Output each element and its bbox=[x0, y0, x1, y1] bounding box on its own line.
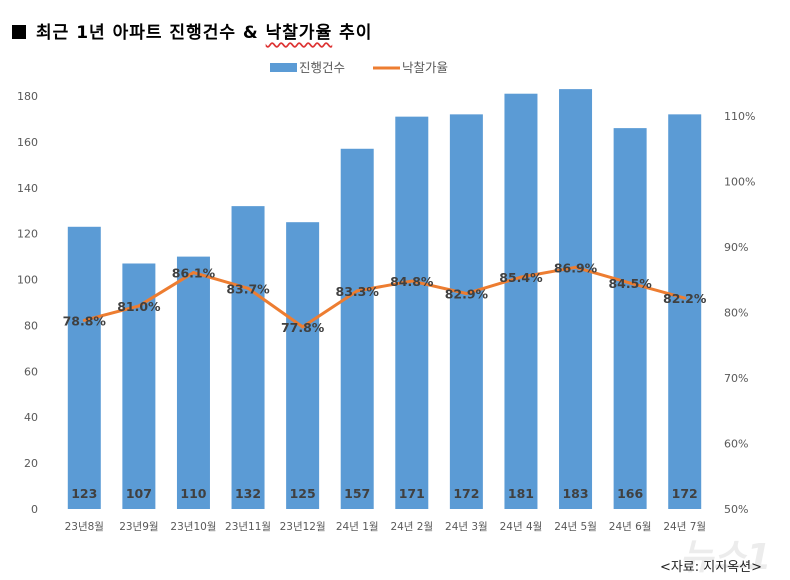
bar-data-label: 172 bbox=[453, 486, 479, 501]
y-left-tick-label: 80 bbox=[24, 319, 38, 332]
y-right-tick-label: 80% bbox=[724, 307, 748, 320]
y-right-tick-label: 70% bbox=[724, 372, 748, 385]
y-right-tick-label: 110% bbox=[724, 110, 755, 123]
x-tick-label: 23년12월 bbox=[280, 521, 326, 533]
line-data-label: 78.8% bbox=[63, 313, 107, 328]
bar bbox=[395, 116, 429, 510]
bar bbox=[231, 206, 265, 509]
bar-data-label: 166 bbox=[617, 486, 643, 501]
bar bbox=[613, 128, 647, 509]
y-left-tick-label: 40 bbox=[24, 411, 38, 424]
y-left-tick-label: 0 bbox=[31, 503, 38, 516]
line-point bbox=[574, 265, 578, 269]
bar-data-label: 157 bbox=[344, 486, 370, 501]
chart-title: 최근 1년 아파트 진행건수 & 낙찰가율 추이 bbox=[12, 18, 372, 43]
legend-line-label: 낙찰가율 bbox=[402, 60, 448, 75]
line-point bbox=[410, 279, 414, 283]
bar bbox=[176, 256, 210, 509]
watermark-logo: 뉴스1 bbox=[680, 537, 772, 578]
line-point bbox=[191, 271, 195, 275]
line-series bbox=[83, 265, 686, 329]
line-point bbox=[301, 325, 305, 329]
bar-data-label: 171 bbox=[399, 486, 425, 501]
x-tick-label: 23년11월 bbox=[225, 521, 271, 533]
x-tick-label: 23년10월 bbox=[170, 521, 216, 533]
line-data-label: 83.7% bbox=[226, 281, 270, 296]
legend-bar-swatch bbox=[270, 63, 297, 72]
bar-data-label: 172 bbox=[672, 486, 698, 501]
x-tick-label: 24년 1월 bbox=[336, 521, 379, 533]
legend-bar-label: 진행건수 bbox=[299, 60, 345, 75]
bar-data-label: 181 bbox=[508, 486, 534, 501]
x-tick-label: 24년 3월 bbox=[445, 521, 488, 533]
bar-data-label: 125 bbox=[290, 486, 316, 501]
bar-data-label: 110 bbox=[180, 486, 206, 501]
line-data-label: 84.5% bbox=[608, 276, 652, 291]
x-tick-label: 24년 5월 bbox=[554, 521, 597, 533]
line-data-label: 81.0% bbox=[117, 299, 161, 314]
bar-data-label: 123 bbox=[71, 486, 97, 501]
bar bbox=[286, 222, 320, 509]
line-data-label: 83.3% bbox=[336, 284, 380, 299]
line-data-label: 86.9% bbox=[554, 260, 598, 275]
line-data-label: 77.8% bbox=[281, 320, 325, 335]
line-point bbox=[519, 275, 523, 279]
bar bbox=[67, 226, 101, 510]
line-data-label: 82.2% bbox=[663, 291, 707, 306]
y-left-tick-label: 120 bbox=[17, 228, 38, 241]
bar bbox=[504, 93, 538, 509]
y-left-tick-label: 160 bbox=[17, 136, 38, 149]
x-tick-label: 23년8월 bbox=[65, 521, 104, 533]
line-point bbox=[82, 318, 86, 322]
y-left-tick-label: 180 bbox=[17, 90, 38, 103]
line-data-label: 84.8% bbox=[390, 274, 434, 289]
line-point bbox=[683, 296, 687, 300]
y-left-tick-label: 140 bbox=[17, 182, 38, 195]
y-right-tick-label: 90% bbox=[724, 241, 748, 254]
source-note: <자료: 지지옥션> bbox=[659, 560, 762, 575]
y-left-tick-label: 60 bbox=[24, 365, 38, 378]
line-point bbox=[464, 292, 468, 296]
x-tick-label: 24년 6월 bbox=[609, 521, 652, 533]
line-point bbox=[246, 286, 250, 290]
y-right-tick-label: 100% bbox=[724, 176, 755, 189]
line-data-label: 82.9% bbox=[445, 287, 489, 302]
bar-data-label: 183 bbox=[562, 486, 588, 501]
line-data-label: 85.4% bbox=[499, 270, 543, 285]
y-right-tick-label: 50% bbox=[724, 503, 748, 516]
x-tick-label: 24년 4월 bbox=[500, 521, 543, 533]
line-point bbox=[137, 304, 141, 308]
y-right-tick-label: 60% bbox=[724, 438, 748, 451]
line-point bbox=[628, 281, 632, 285]
bar bbox=[449, 114, 483, 509]
y-left-tick-label: 100 bbox=[17, 274, 38, 287]
black-square-icon bbox=[12, 25, 26, 39]
x-tick-label: 24년 2월 bbox=[390, 521, 433, 533]
line-point bbox=[355, 289, 359, 293]
line-data-label: 86.1% bbox=[172, 266, 216, 281]
x-tick-label: 23년9월 bbox=[119, 521, 158, 533]
bar-data-label: 107 bbox=[126, 486, 152, 501]
bar bbox=[559, 89, 593, 509]
bar bbox=[340, 148, 374, 509]
y-left-tick-label: 20 bbox=[24, 457, 38, 470]
bar-data-label: 132 bbox=[235, 486, 261, 501]
bar bbox=[668, 114, 702, 509]
x-tick-label: 24년 7월 bbox=[663, 521, 706, 533]
